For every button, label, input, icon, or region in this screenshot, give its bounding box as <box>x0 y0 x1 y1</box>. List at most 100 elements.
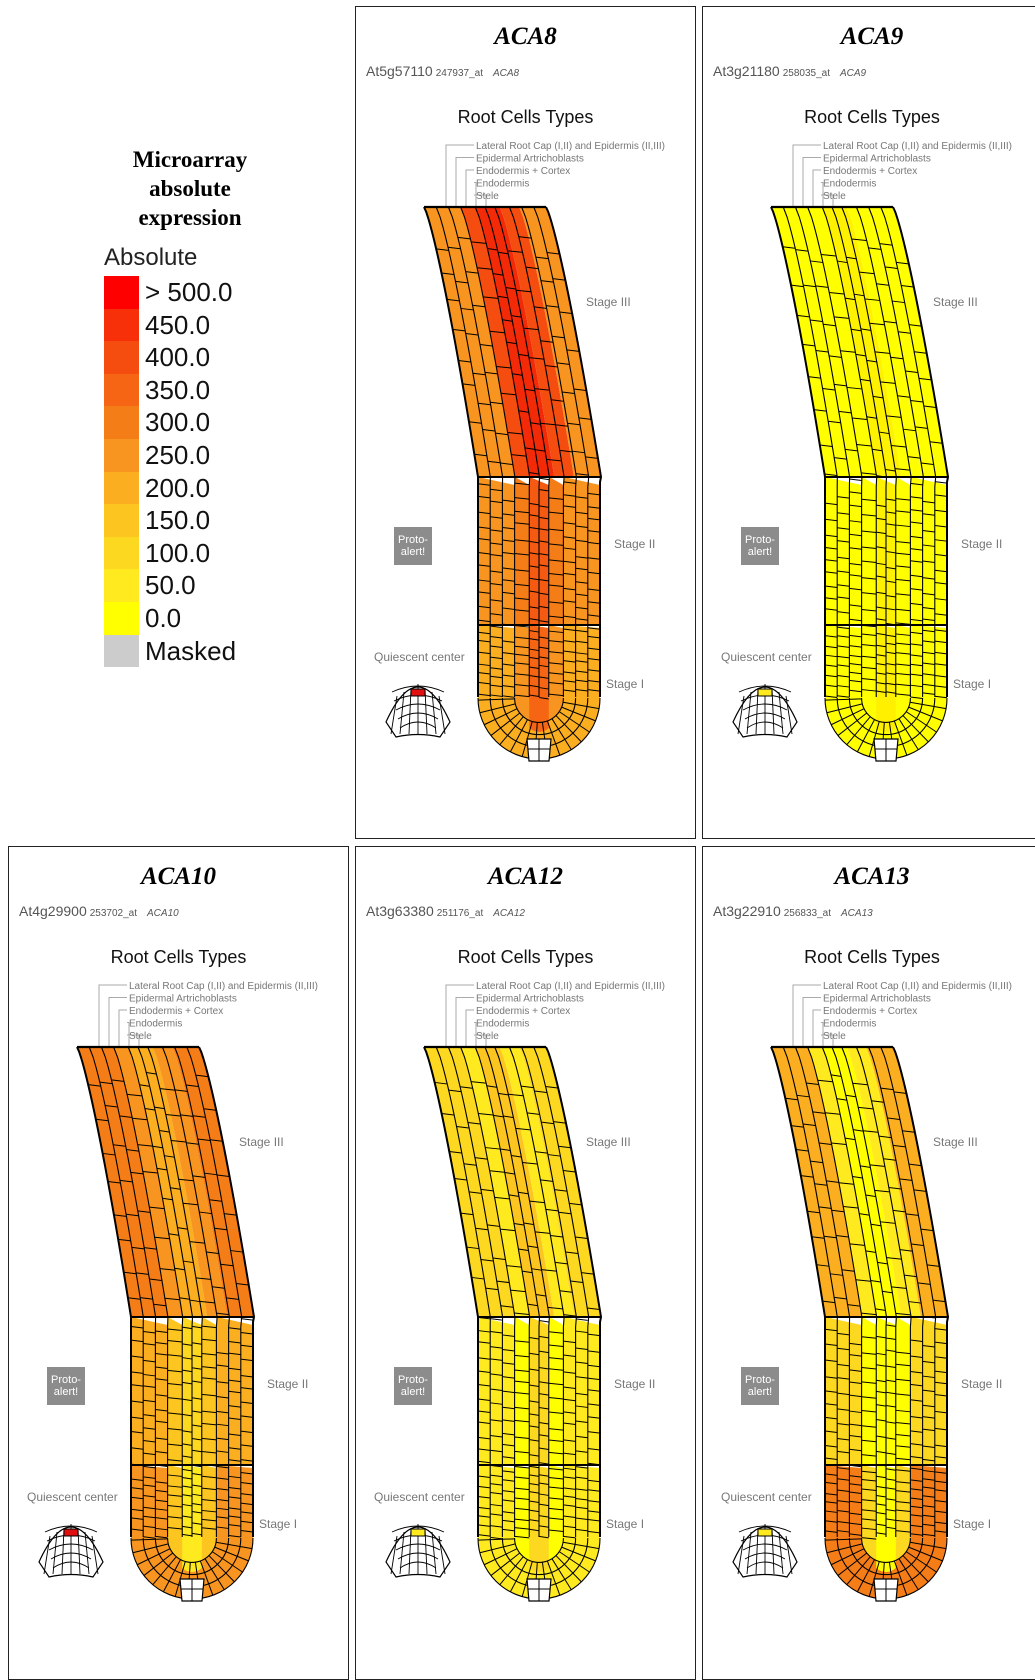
root-diagram: Lateral Root Cap (I,II) and Epidermis (I… <box>385 981 665 1602</box>
proto-alert-box[interactable]: Proto- alert! <box>741 1367 779 1405</box>
probe-info: At4g29900 253702_at ACA10 <box>19 903 179 919</box>
quiescent-center-inset <box>385 684 451 738</box>
quiescent-center-cell <box>757 688 773 697</box>
cell-type-label: Stele <box>129 1031 152 1042</box>
legend-title-line-2: absolute <box>149 176 231 201</box>
stage-ii-label: Stage II <box>961 1377 1003 1391</box>
cell-type-label: Lateral Root Cap (I,II) and Epidermis (I… <box>476 141 665 152</box>
cell-type-label: Lateral Root Cap (I,II) and Epidermis (I… <box>823 981 1012 992</box>
gene-panel-aca12: ACA12 At3g63380 251176_at ACA12 Root Cells T… <box>355 846 696 1680</box>
cell-type-label: Epidermal Artrichoblasts <box>129 994 237 1005</box>
gene-title: ACA9 <box>840 23 904 50</box>
cell-type-label: Epidermal Artrichoblasts <box>476 154 584 165</box>
tissue-region <box>895 1317 911 1465</box>
tissue-region <box>825 1317 862 1465</box>
tissue-region <box>822 1047 902 1317</box>
gene-title: ACA8 <box>494 23 557 50</box>
tissue-region <box>861 625 877 698</box>
probe-info: At3g63380 251176_at ACA12 <box>366 903 525 919</box>
scale-label: Masked <box>145 635 237 666</box>
legend-subtitle: Absolute <box>104 244 198 271</box>
stage-i-label: Stage I <box>606 1517 645 1531</box>
probe-id: 251176_at <box>436 908 484 919</box>
scale-row: 0.0 <box>90 601 290 635</box>
quiescent-center-inset <box>732 684 798 738</box>
proto-alert-box[interactable]: Proto- alert! <box>47 1367 85 1405</box>
quiescent-center-label: Quiescent center <box>374 1490 465 1504</box>
probe-id: 256833_at <box>783 908 832 919</box>
cell-type-label: Endodermis <box>823 179 876 190</box>
quiescent-center-cell <box>410 1528 426 1537</box>
probe-info: At3g22910 256833_at ACA13 <box>713 903 873 919</box>
stage-ii-label: Stage II <box>614 1377 656 1391</box>
scale-swatch <box>104 634 139 668</box>
tissue-region <box>514 477 530 625</box>
cell-type-label: Endodermis + Cortex <box>476 166 570 177</box>
scale-row: Masked <box>90 634 290 668</box>
tissue-region <box>152 1047 227 1317</box>
cell-type-label: Endodermis + Cortex <box>823 166 917 177</box>
scale-label: 400.0 <box>145 342 211 373</box>
stage-i-label: Stage I <box>259 1517 298 1531</box>
quiescent-center-cell <box>63 1528 79 1537</box>
tissue-region <box>548 1465 564 1538</box>
tissue-region <box>514 1317 530 1465</box>
tissue-region <box>861 1317 877 1465</box>
tissue-region <box>475 1047 555 1317</box>
scale-label: 150.0 <box>145 505 211 536</box>
tissue-region <box>822 207 902 477</box>
tissue-region <box>861 1465 877 1538</box>
scale-label: 350.0 <box>145 374 211 405</box>
cell-type-label: Endodermis + Cortex <box>823 1006 917 1017</box>
probe-id: 247937_at <box>435 68 483 79</box>
stage-i-label: Stage I <box>953 677 992 691</box>
stage-i-label: Stage I <box>606 677 645 691</box>
tissue-region <box>771 1047 862 1317</box>
gene-panel-aca10: ACA10 At4g29900 253702_at ACA10 Root Cells T… <box>8 846 349 1680</box>
tissue-region <box>846 207 921 477</box>
gene-panel-aca8: ACA8 At5g57110 247937_at ACA8 Root Cells Typ… <box>355 6 696 839</box>
scale-row: 350.0 <box>90 373 290 407</box>
cell-type-label: Stele <box>823 191 846 202</box>
tissue-region <box>825 625 862 698</box>
tissue-region <box>128 1047 208 1317</box>
cell-type-label: Endodermis <box>476 179 529 190</box>
cell-type-label: Endodermis + Cortex <box>476 1006 570 1017</box>
root-cells-types-heading: Root Cells Types <box>110 947 247 967</box>
stage-iii-label: Stage III <box>933 1135 978 1149</box>
tissue-region <box>807 207 877 477</box>
locus-id: At5g57110 <box>366 63 433 79</box>
cell-type-label: Stele <box>476 1031 499 1042</box>
probe-gene: ACA10 <box>147 908 179 919</box>
proto-alert-box[interactable]: Proto- alert! <box>394 527 432 565</box>
root-diagram: Lateral Root Cap (I,II) and Epidermis (I… <box>732 981 1012 1602</box>
cell-type-label: Endodermis <box>476 1019 529 1030</box>
tissue-region <box>807 1047 877 1317</box>
scale-swatch <box>104 601 139 635</box>
tissue-region <box>478 1317 515 1465</box>
scale-label: 100.0 <box>145 537 211 568</box>
scale-swatch <box>104 276 139 309</box>
stage-ii-label: Stage II <box>267 1377 309 1391</box>
tissue-region <box>475 207 555 477</box>
locus-id: At3g22910 <box>713 903 781 919</box>
tissue-region <box>514 625 530 698</box>
probe-gene: ACA12 <box>493 908 525 919</box>
stage-iii-label: Stage III <box>586 1135 631 1149</box>
tissue-region <box>131 1317 168 1465</box>
tissue-region <box>548 477 564 625</box>
proto-alert-box[interactable]: Proto- alert! <box>741 527 779 565</box>
scale-row: 400.0 <box>90 341 290 374</box>
tissue-region <box>499 207 574 477</box>
scale-swatch <box>104 308 139 342</box>
root-cells-types-heading: Root Cells Types <box>457 107 594 127</box>
tissue-region <box>563 477 600 625</box>
cell-type-label: Lateral Root Cap (I,II) and Epidermis (I… <box>129 981 318 992</box>
scale-label: > 500.0 <box>145 277 233 307</box>
proto-alert-box[interactable]: Proto- alert! <box>394 1367 432 1405</box>
tissue-region <box>77 1047 168 1317</box>
probe-info: At5g57110 247937_at ACA8 <box>366 63 519 79</box>
tissue-region <box>563 1317 600 1465</box>
probe-id: 253702_at <box>89 908 138 919</box>
tissue-region <box>478 1465 515 1538</box>
